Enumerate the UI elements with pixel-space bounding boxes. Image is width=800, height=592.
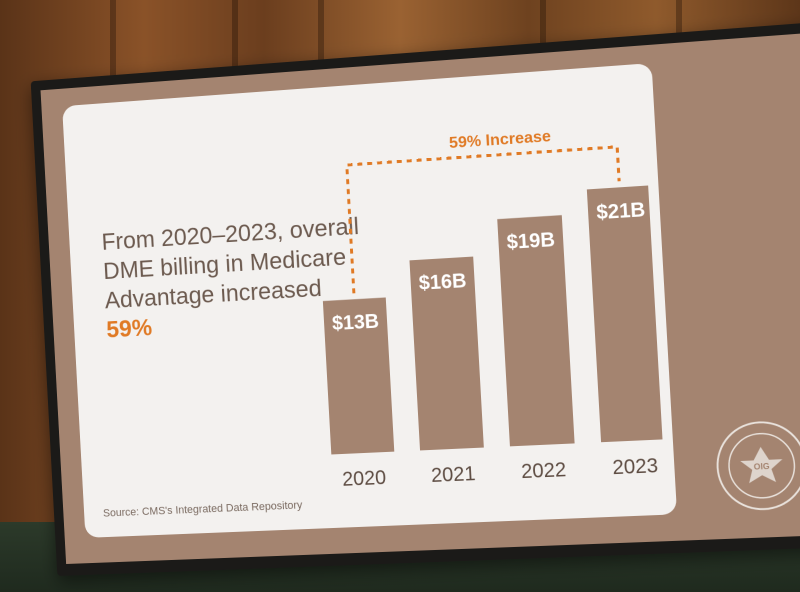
source-note: Source: CMS's Integrated Data Repository <box>103 499 303 519</box>
value-label-2021: $16B <box>418 270 467 295</box>
category-label-2021: 2021 <box>431 463 477 487</box>
slide-panel: From 2020–2023, overall DME billing in M… <box>62 63 677 538</box>
increase-bracket <box>347 147 625 293</box>
value-label-2020: $13B <box>331 311 379 336</box>
value-label-2023: $21B <box>596 199 646 225</box>
svg-text:OIG: OIG <box>754 462 770 472</box>
increase-annotation: 59% Increase <box>449 128 552 152</box>
category-label-2023: 2023 <box>612 455 659 480</box>
projection-screen: From 2020–2023, overall DME billing in M… <box>31 22 800 576</box>
bar-chart: $13B 2020 $16B 2021 $19B 2022 $21B 2023 59% Incr… <box>303 94 666 514</box>
oig-seal-icon: OIG <box>711 416 800 514</box>
headline-accent: 59% <box>106 315 153 344</box>
category-label-2022: 2022 <box>521 459 567 484</box>
value-label-2022: $19B <box>506 228 555 253</box>
slide-background: From 2020–2023, overall DME billing in M… <box>41 33 800 564</box>
category-label-2020: 2020 <box>342 467 387 491</box>
bars-layer: $13B 2020 $16B 2021 $19B 2022 $21B 2023 59% Incr… <box>314 121 666 491</box>
